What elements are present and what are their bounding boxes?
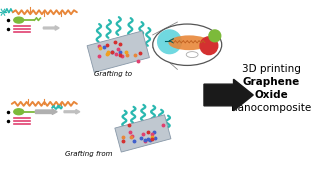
Circle shape	[200, 37, 218, 55]
Ellipse shape	[14, 17, 24, 23]
Ellipse shape	[169, 35, 210, 50]
FancyArrow shape	[43, 26, 59, 30]
Text: 3D printing: 3D printing	[242, 64, 300, 74]
Ellipse shape	[186, 52, 198, 57]
Ellipse shape	[153, 24, 222, 65]
Circle shape	[209, 30, 221, 42]
Polygon shape	[115, 115, 171, 152]
Text: Grafting from: Grafting from	[65, 151, 112, 157]
Text: nanocomposite: nanocomposite	[231, 103, 311, 113]
FancyArrow shape	[204, 79, 253, 111]
Text: Grafting to: Grafting to	[94, 71, 132, 77]
FancyArrow shape	[64, 110, 80, 114]
Text: Oxide: Oxide	[254, 90, 288, 100]
FancyArrow shape	[36, 109, 57, 115]
Circle shape	[158, 30, 181, 54]
Ellipse shape	[14, 109, 24, 115]
Text: Graphene: Graphene	[242, 77, 300, 87]
Polygon shape	[87, 31, 149, 72]
